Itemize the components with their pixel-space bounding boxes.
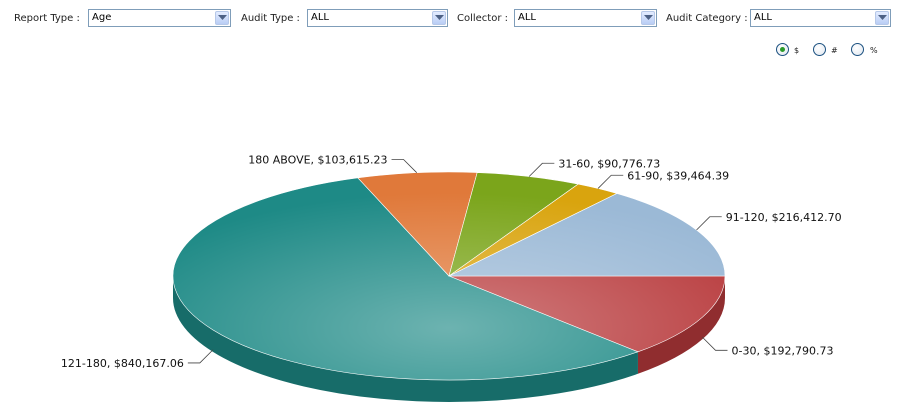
slice-label: 91-120, $216,412.70 xyxy=(726,211,842,224)
radio-percent[interactable] xyxy=(851,43,864,56)
leader-line xyxy=(597,174,624,189)
leader-line xyxy=(391,159,418,173)
collector-select[interactable]: ALL xyxy=(514,9,657,27)
slice-label: 31-60, $90,776.73 xyxy=(558,157,660,170)
audit-category-value: ALL xyxy=(754,12,772,23)
slice-label: 180 ABOVE, $103,615.23 xyxy=(248,154,387,167)
report-type-value: Age xyxy=(92,12,112,23)
leader-line xyxy=(528,162,555,177)
slice-label: 121-180, $840,167.06 xyxy=(61,357,184,370)
slice-label: 0-30, $192,790.73 xyxy=(732,344,834,357)
leader-line xyxy=(702,336,728,351)
slice-label: 61-90, $39,464.39 xyxy=(627,169,729,182)
report-type-select[interactable]: Age xyxy=(88,9,231,27)
audit-type-select[interactable]: ALL xyxy=(307,9,448,27)
radio-count-label: # xyxy=(831,46,838,55)
chevron-down-icon[interactable] xyxy=(215,11,229,25)
audit-category-select[interactable]: ALL xyxy=(750,9,891,27)
report-type-label: Report Type : xyxy=(14,13,80,24)
audit-type-value: ALL xyxy=(311,12,329,23)
leader-line xyxy=(696,216,722,231)
leader-line xyxy=(187,349,214,364)
audit-category-label: Audit Category : xyxy=(666,13,748,24)
chevron-down-icon[interactable] xyxy=(432,11,446,25)
chevron-down-icon[interactable] xyxy=(875,11,889,25)
view-mode-radio-group: $ # % xyxy=(776,43,886,57)
collector-value: ALL xyxy=(518,12,536,23)
filter-bar: Report Type : Age Audit Type : ALL Colle… xyxy=(0,8,899,30)
audit-type-label: Audit Type : xyxy=(241,13,300,24)
radio-dollar-label: $ xyxy=(794,46,800,55)
chevron-down-icon[interactable] xyxy=(641,11,655,25)
collector-label: Collector : xyxy=(457,13,509,24)
radio-dollar[interactable] xyxy=(776,43,789,56)
radio-percent-label: % xyxy=(870,46,878,55)
radio-count[interactable] xyxy=(813,43,826,56)
